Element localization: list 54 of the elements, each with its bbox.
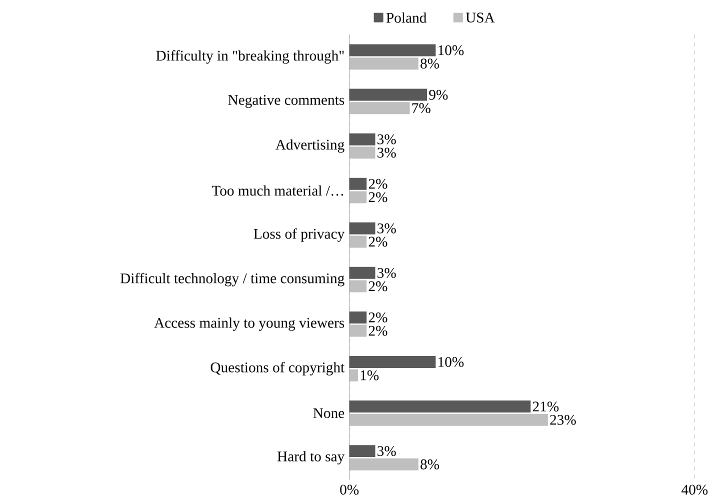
bar: [349, 134, 376, 146]
data-label: 2%: [368, 326, 388, 336]
bar: [349, 414, 548, 426]
y-tick-label: Hard to say: [277, 451, 345, 465]
bar: [349, 400, 531, 413]
bar: [349, 222, 376, 235]
bar: [349, 236, 367, 248]
bar: [349, 370, 358, 382]
data-label: 7%: [412, 103, 430, 114]
data-label: 23%: [550, 415, 576, 425]
x-tick-label: 0%: [340, 484, 359, 495]
y-tick-label: Loss of privacy: [254, 228, 345, 242]
x-tick-label: 40%: [682, 484, 708, 495]
bar: [349, 178, 367, 190]
data-label: 3%: [378, 148, 396, 158]
bar: [349, 102, 410, 114]
data-label: 1%: [360, 370, 379, 380]
data-label: 9%: [429, 90, 448, 100]
bar: [349, 445, 376, 458]
bar: [349, 88, 428, 101]
data-label: 2%: [368, 281, 388, 292]
data-label: 2%: [368, 192, 388, 202]
data-label: 2%: [368, 312, 388, 323]
y-tick-label: Too much material /…: [212, 186, 344, 196]
bar: [349, 44, 436, 56]
data-label: 10%: [438, 357, 464, 368]
bar: [349, 267, 376, 280]
y-tick-label: Difficult technology / time consuming: [120, 273, 344, 287]
bar: [349, 356, 436, 368]
data-label: 3%: [378, 268, 396, 278]
data-label: 10%: [438, 45, 464, 56]
bar: [349, 312, 367, 324]
data-label: 8%: [420, 460, 440, 470]
legend-label: USA: [466, 12, 495, 23]
y-tick-label: Difficulty in "breaking through": [156, 50, 344, 64]
data-label: 3%: [378, 134, 396, 144]
data-label: 3%: [378, 224, 396, 234]
y-tick-label: Questions of copyright: [210, 362, 345, 376]
y-tick-label: None: [313, 408, 344, 418]
data-label: 21%: [532, 402, 559, 412]
bar: [349, 458, 418, 471]
bar: [349, 191, 367, 204]
data-label: 8%: [420, 58, 440, 69]
y-tick-label: Negative comments: [228, 95, 344, 108]
data-label: 3%: [378, 446, 396, 456]
y-tick-label: Advertising: [276, 140, 344, 153]
bar: [349, 146, 376, 159]
data-label: 2%: [368, 236, 388, 247]
legend-label: Poland: [386, 12, 427, 23]
bar: [349, 280, 367, 292]
data-label: 2%: [368, 179, 388, 189]
bar: [349, 58, 418, 70]
y-tick-label: Access mainly to young viewers: [154, 318, 344, 331]
bar: [349, 324, 367, 337]
